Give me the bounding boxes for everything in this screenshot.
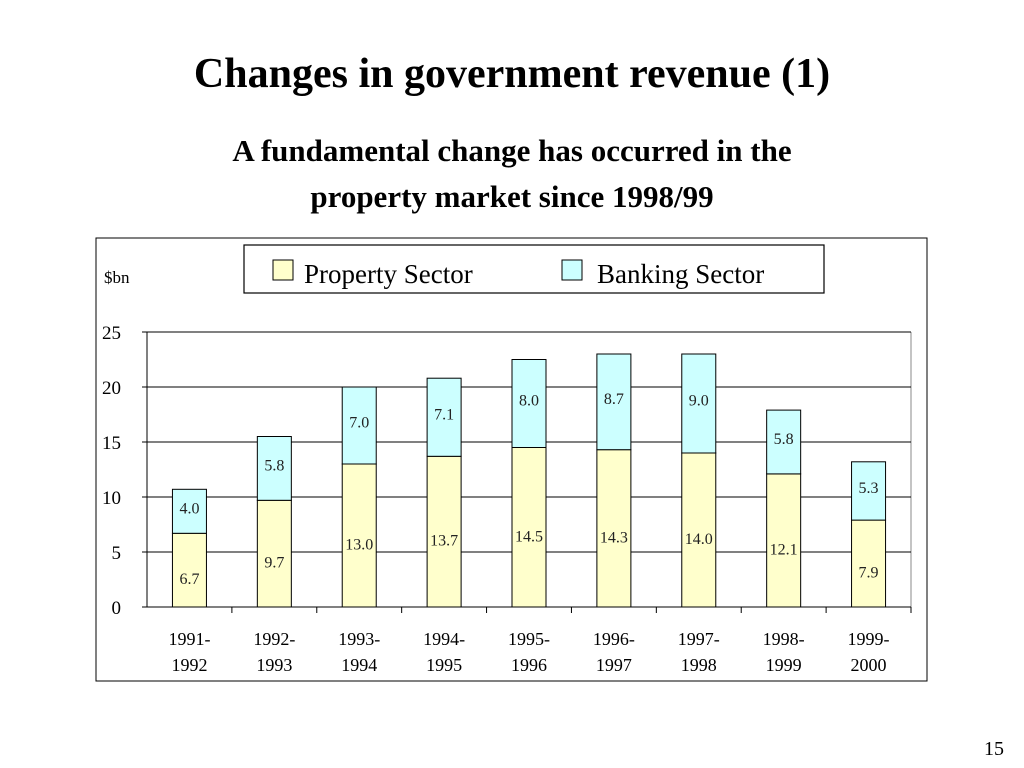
- data-label-banking-sector: 8.0: [519, 393, 539, 410]
- data-label-banking-sector: 7.0: [349, 415, 369, 432]
- bar-banking-sector: [766, 409, 802, 475]
- subtitle-line-2: property market since 1998/99: [310, 179, 714, 214]
- bar-property-sector: [681, 452, 717, 608]
- y-tick-label: 0: [112, 598, 122, 619]
- chart-legend: Property Sector Banking Sector: [243, 244, 825, 294]
- bar-property-sector: [596, 449, 632, 608]
- data-label-property-sector: 14.3: [600, 529, 628, 546]
- subtitle-line-1: A fundamental change has occurred in the: [232, 133, 792, 168]
- x-tick-label-line2: 1998: [681, 655, 717, 675]
- bar-banking-sector: [596, 353, 632, 451]
- x-tick-label-line1: 1994-: [423, 629, 465, 649]
- data-label-property-sector: 13.0: [345, 537, 373, 554]
- bar-banking-sector: [256, 436, 292, 501]
- legend-swatch: [272, 259, 294, 281]
- bar-banking-sector: [341, 386, 377, 465]
- x-tick-label-line2: 1999: [766, 655, 802, 675]
- y-axis-unit-label: $bn: [104, 268, 130, 287]
- y-tick-label: 10: [102, 488, 121, 509]
- y-tick-label: 5: [112, 543, 122, 564]
- x-tick-label-line1: 1996-: [593, 629, 635, 649]
- data-label-banking-sector: 4.0: [179, 500, 199, 517]
- bar-banking-sector: [851, 461, 887, 521]
- chart-axes: [142, 331, 912, 613]
- data-label-banking-sector: 8.7: [604, 391, 624, 408]
- x-tick-label-line2: 1996: [511, 655, 547, 675]
- bar-banking-sector: [426, 377, 462, 457]
- bar-property-sector: [256, 499, 292, 608]
- legend-label: Property Sector: [304, 259, 473, 289]
- bar-banking-sector: [511, 359, 547, 448]
- page-number: 15: [984, 738, 1004, 760]
- legend-box: [243, 244, 825, 294]
- bar-property-sector: [171, 532, 207, 608]
- data-label-banking-sector: 5.8: [774, 431, 794, 448]
- x-tick-label-line2: 1992: [171, 655, 207, 675]
- x-tick-label-line2: 1995: [426, 655, 462, 675]
- data-label-property-sector: 7.9: [859, 565, 879, 582]
- y-tick-label: 15: [102, 433, 121, 454]
- x-tick-label-line2: 1993: [256, 655, 292, 675]
- data-label-banking-sector: 7.1: [434, 406, 454, 423]
- data-label-property-sector: 6.7: [179, 571, 199, 588]
- data-label-property-sector: 9.7: [264, 555, 284, 572]
- data-label-property-sector: 13.7: [430, 533, 458, 550]
- x-tick-label-line1: 1991-: [168, 629, 210, 649]
- data-label-banking-sector: 5.8: [264, 457, 284, 474]
- x-tick-label-line1: 1995-: [508, 629, 550, 649]
- bar-banking-sector: [681, 353, 717, 454]
- slide-subtitle: A fundamental change has occurred in the…: [0, 128, 1024, 220]
- x-tick-label-line1: 1993-: [338, 629, 380, 649]
- chart-bars: [171, 353, 887, 608]
- bar-property-sector: [426, 455, 462, 608]
- bar-property-sector: [766, 473, 802, 608]
- bar-property-sector: [511, 447, 547, 608]
- data-label-property-sector: 14.0: [685, 531, 713, 548]
- x-tick-label-line1: 1997-: [678, 629, 720, 649]
- bar-property-sector: [341, 463, 377, 608]
- data-label-banking-sector: 5.3: [859, 480, 879, 497]
- x-tick-label-line1: 1998-: [763, 629, 805, 649]
- chart-labels: 0 5 10 15 20 25 6.7 4.0 1991- 1992 9.7 5.8 1992- 1993…: [102, 323, 890, 675]
- bar-property-sector: [851, 519, 887, 608]
- y-tick-label: 25: [102, 323, 121, 344]
- data-label-property-sector: 14.5: [515, 528, 543, 545]
- slide-title: Changes in government revenue (1): [193, 51, 831, 97]
- bar-banking-sector: [171, 488, 207, 534]
- x-tick-label-line1: 1992-: [253, 629, 295, 649]
- x-tick-label-line2: 2000: [851, 655, 887, 675]
- data-label-banking-sector: 9.0: [689, 393, 709, 410]
- y-tick-label: 20: [102, 378, 121, 399]
- x-tick-label-line2: 1994: [341, 655, 377, 675]
- data-label-property-sector: 12.1: [770, 541, 798, 558]
- x-tick-label-line2: 1997: [596, 655, 632, 675]
- x-tick-label-line1: 1999-: [848, 629, 890, 649]
- legend-label: Banking Sector: [597, 259, 764, 289]
- legend-swatch: [561, 259, 583, 281]
